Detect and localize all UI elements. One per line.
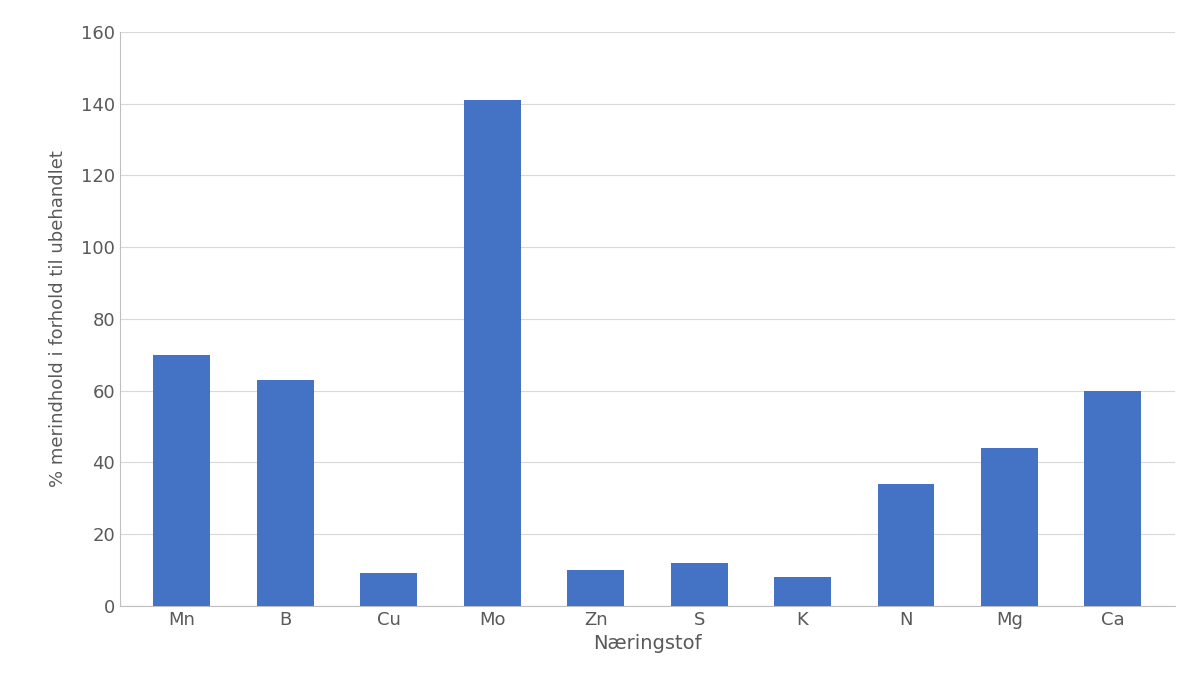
Bar: [360, 574, 418, 606]
Bar: [154, 355, 210, 606]
Bar: [877, 484, 935, 606]
Bar: [257, 380, 314, 606]
Bar: [568, 570, 624, 606]
X-axis label: Næringstof: Næringstof: [593, 634, 702, 653]
Bar: [1085, 390, 1141, 606]
Y-axis label: % merindhold i forhold til ubehandlet: % merindhold i forhold til ubehandlet: [49, 150, 67, 487]
Bar: [982, 448, 1038, 606]
Bar: [671, 563, 727, 606]
Bar: [464, 100, 521, 606]
Bar: [774, 577, 832, 606]
